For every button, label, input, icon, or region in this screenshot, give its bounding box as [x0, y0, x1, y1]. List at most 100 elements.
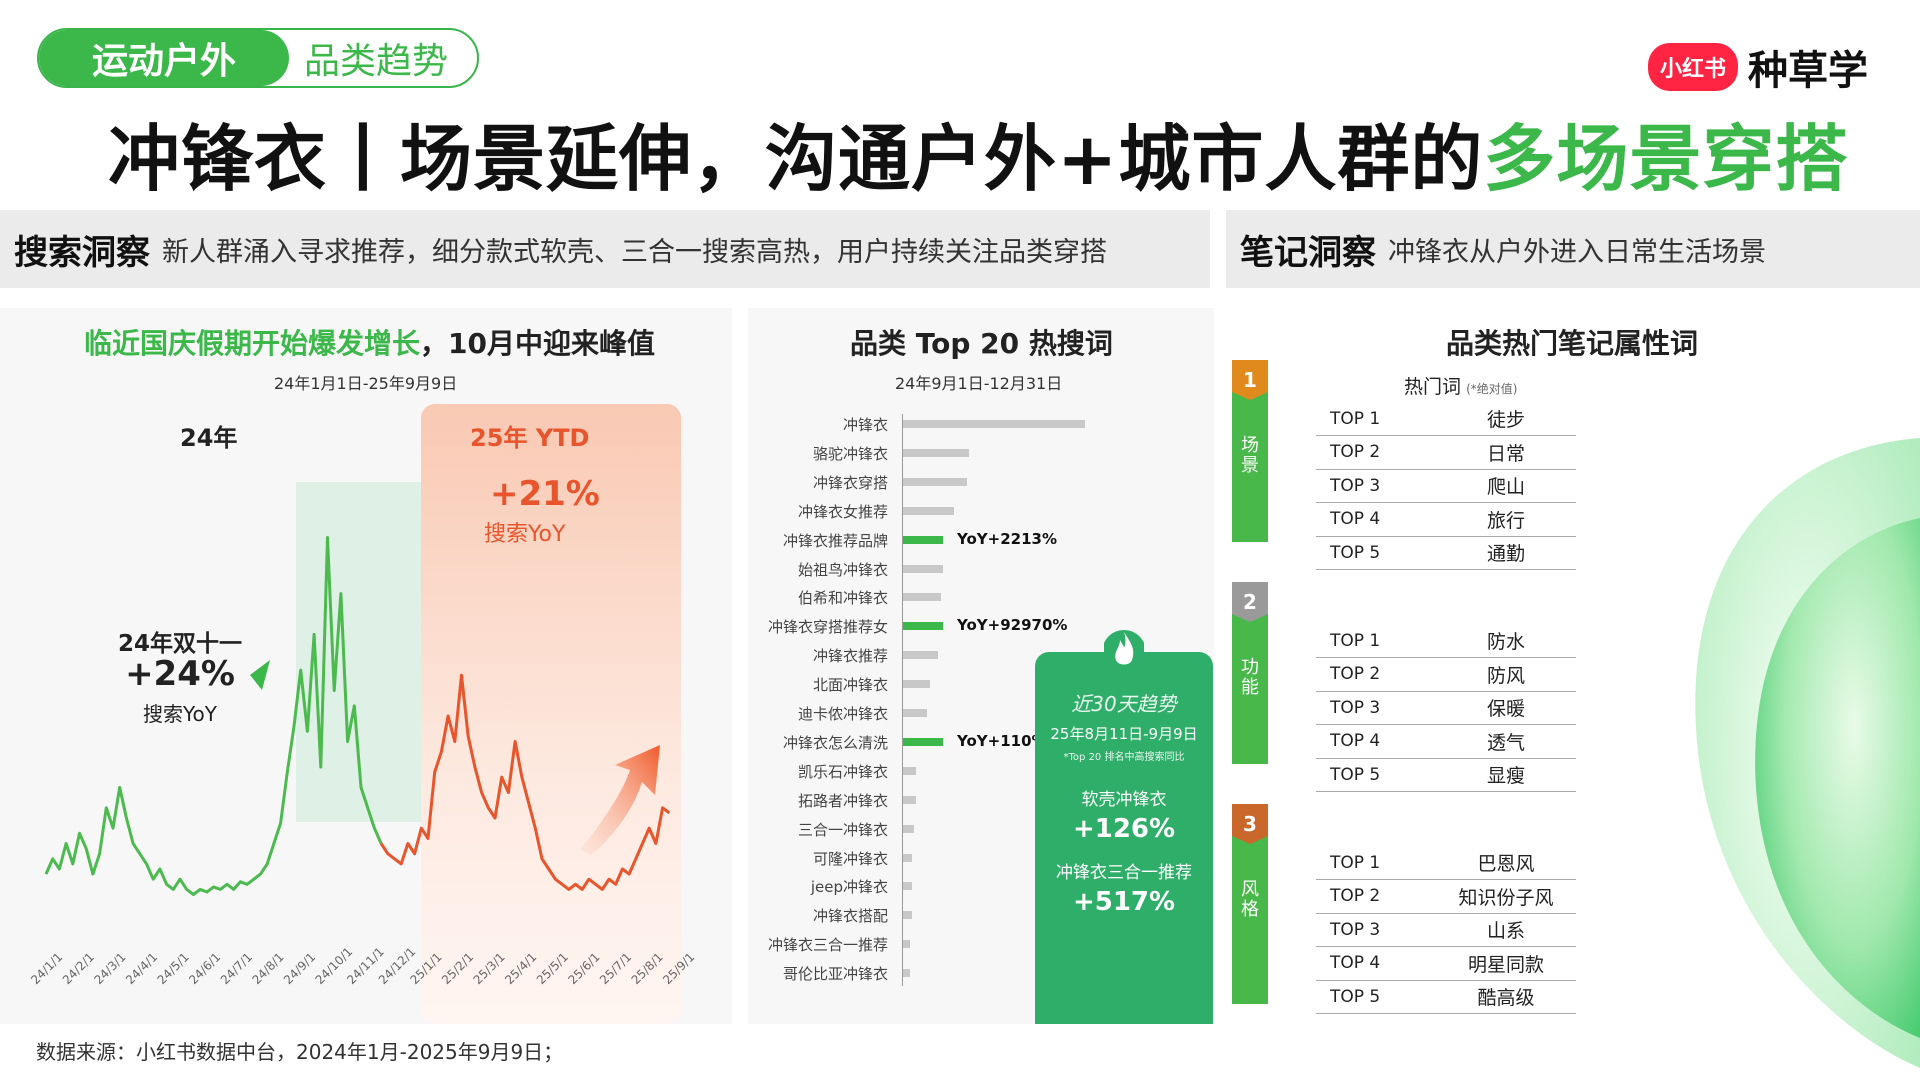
flame-icon	[1104, 630, 1144, 674]
ranking-bar	[903, 477, 967, 486]
trend-card: 近30天趋势 25年8月11日-9月9日 *Top 20 排名中高搜索同比 软壳…	[1035, 630, 1213, 1024]
attributes-panel	[1226, 308, 1920, 1080]
trend-title: 近30天趋势	[1071, 692, 1177, 716]
x-tick-label: 25/9/1	[660, 950, 697, 987]
brand-text: 种草学	[1748, 48, 1868, 94]
attribute-rank: TOP 1	[1330, 630, 1381, 651]
decorative-leaf-graphic	[1695, 438, 1920, 1068]
brand-logo: 小红书 种草学	[1647, 42, 1868, 94]
double-eleven-sub: 搜索YoY	[142, 702, 217, 726]
line-chart-title: 临近国庆假期开始爆发增长，10月中迎来峰值	[84, 322, 655, 362]
data-source: 数据来源：小红书数据中台，2024年1月-2025年9月9日；	[36, 1040, 564, 1064]
attribute-row: TOP 4 明星同款	[1316, 947, 1576, 981]
attribute-rank: TOP 3	[1330, 919, 1381, 940]
ranking-subtitle: 24年9月1日-12月31日	[895, 374, 1063, 393]
ranking-term: 冲锋衣三合一推荐	[767, 936, 888, 955]
notes-insight-bar: 笔记洞察 冲锋衣从户外进入日常生活场景	[1226, 210, 1920, 288]
attributes-col-label: 热门词	[1404, 376, 1462, 398]
double-eleven-title: 24年双十一	[117, 631, 242, 657]
ranking-term: 北面冲锋衣	[812, 676, 888, 695]
ranking-bar	[903, 622, 943, 631]
x-tick-label: 24/9/1	[281, 950, 318, 987]
trend-item2-label: 冲锋衣三合一推荐	[1056, 863, 1192, 883]
ranking-bar	[903, 824, 914, 833]
attribute-row: TOP 2 防风	[1316, 658, 1576, 692]
series-24-line	[44, 536, 383, 896]
attribute-word: 巴恩风	[1477, 853, 1535, 875]
attribute-word: 明星同款	[1467, 953, 1544, 976]
trend-date: 25年8月11日-9月9日	[1050, 725, 1198, 743]
attribute-rank: TOP 2	[1330, 442, 1381, 463]
trend-item1-label: 软壳冲锋衣	[1081, 790, 1167, 810]
page-title: 冲锋衣丨场景延伸，沟通户外+城市人群的多场景穿搭	[108, 100, 1848, 205]
tag-primary: 运动户外	[39, 30, 289, 86]
line-chart-subtitle: 24年1月1日-25年9月9日	[274, 374, 458, 393]
label-ytd: 25年 YTD	[470, 424, 590, 452]
attribute-rank: TOP 5	[1330, 764, 1381, 785]
double-eleven-pct: +24%	[125, 654, 235, 694]
ranking-bar	[903, 448, 969, 457]
line-chart-title-green: 临近国庆假期开始爆发增长	[84, 327, 421, 360]
growth-arrow-icon	[580, 745, 660, 855]
x-tick-label: 24/1/1	[28, 950, 65, 987]
ranking-term: jeep冲锋衣	[810, 878, 888, 897]
attribute-rank: TOP 4	[1330, 731, 1381, 752]
ranking-bar	[903, 911, 913, 920]
ranking-term: 冲锋衣穿搭推荐女	[767, 618, 888, 637]
attribute-row: TOP 3 山系	[1316, 913, 1576, 948]
attribute-group-name: 场景	[1241, 435, 1259, 476]
attribute-rank: TOP 1	[1330, 852, 1381, 873]
attribute-word: 保暖	[1486, 698, 1525, 721]
ranking-bar	[903, 420, 1085, 428]
attributes-title: 品类热门笔记属性词	[1446, 327, 1699, 360]
x-tick-label: 24/3/1	[91, 950, 128, 987]
attribute-row: TOP 5 显瘦	[1316, 758, 1576, 793]
ranking-bar	[903, 853, 913, 862]
x-tick-label: 25/5/1	[534, 950, 571, 987]
search-insight-text: 新人群涌入寻求推荐，细分款式软壳、三合一搜索高热，用户持续关注品类穿搭	[162, 236, 1107, 268]
attribute-rank: TOP 2	[1330, 886, 1381, 907]
attribute-word: 爬山	[1486, 476, 1525, 499]
ranking-term: 冲锋衣	[842, 416, 888, 434]
attribute-word: 山系	[1486, 920, 1525, 943]
ranking-title: 品类 Top 20 热搜词	[850, 327, 1113, 360]
ranking-term: 始祖鸟冲锋衣	[797, 560, 888, 579]
x-tick-label: 24/5/1	[155, 950, 192, 987]
attribute-row: TOP 3 保暖	[1316, 691, 1576, 726]
attribute-row: TOP 5 酷高级	[1316, 980, 1576, 1015]
ranking-term: 迪卡侬冲锋衣	[797, 705, 888, 723]
ranking-yoy-label: YoY+92970%	[957, 616, 1068, 635]
attribute-word: 日常	[1486, 442, 1525, 465]
x-tick-label: 25/2/1	[439, 950, 476, 987]
attribute-group-number: 1	[1232, 360, 1268, 400]
ranking-bar	[903, 506, 954, 515]
attribute-group-number: 3	[1232, 804, 1268, 844]
attribute-rank: TOP 5	[1330, 542, 1381, 563]
title-highlight: 多场景穿搭	[1483, 117, 1849, 201]
line-chart-title-rest: ，10月中迎来峰值	[420, 327, 655, 360]
attribute-row: TOP 1 防水	[1316, 624, 1576, 658]
ranking-axis	[902, 414, 903, 986]
ranking-bar	[903, 535, 943, 544]
x-tick-label: 25/7/1	[597, 950, 634, 987]
attribute-rank: TOP 4	[1330, 509, 1381, 530]
x-tick-label: 24/8/1	[249, 950, 286, 987]
attribute-rank: TOP 2	[1330, 664, 1381, 685]
attribute-word: 透气	[1486, 731, 1525, 754]
attribute-rank: TOP 3	[1330, 697, 1381, 718]
attribute-word: 防水	[1486, 631, 1525, 653]
ranking-bar	[903, 882, 913, 891]
attribute-word: 酷高级	[1477, 987, 1535, 1010]
attribute-row: TOP 1 徒步	[1316, 402, 1576, 436]
ranking-term: 冲锋衣推荐品牌	[782, 531, 888, 550]
ranking-bar	[903, 737, 943, 746]
x-tick-label: 25/3/1	[471, 950, 508, 987]
attributes-col-header: 热门词 (*绝对值)	[1404, 372, 1517, 399]
notes-insight-text: 冲锋衣从户外进入日常生活场景	[1388, 236, 1766, 268]
attribute-row: TOP 1 巴恩风	[1316, 846, 1576, 880]
ranking-yoy-label: YoY+2213%	[957, 529, 1057, 548]
attribute-word: 显瘦	[1486, 765, 1525, 788]
attribute-row: TOP 2 知识份子风	[1316, 880, 1576, 914]
ranking-bar	[903, 564, 944, 573]
ranking-term: 冲锋衣穿搭	[812, 473, 888, 492]
